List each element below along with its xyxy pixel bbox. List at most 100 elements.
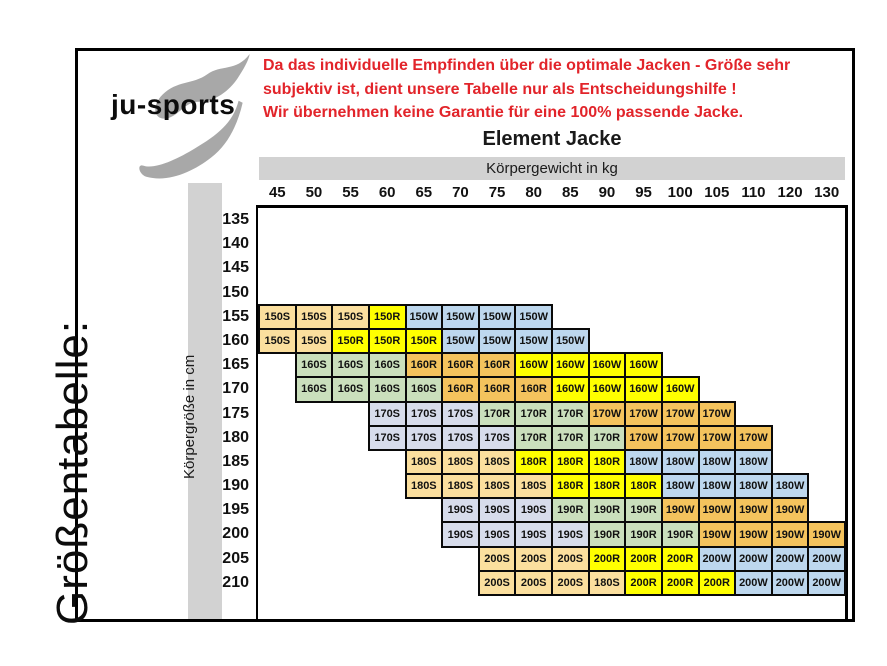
size-cell-150r: 150R xyxy=(404,327,444,355)
grid-outline xyxy=(256,205,848,619)
disclaimer-line-2: subjektiv ist, dient unsere Tabelle nur … xyxy=(263,80,737,98)
size-cell-200s: 200S xyxy=(514,545,553,572)
size-cell-200w: 200W xyxy=(807,569,846,596)
size-cell-150w: 150W xyxy=(477,303,517,330)
height-row-label: 155 xyxy=(222,307,249,325)
height-row-label: 140 xyxy=(222,235,249,253)
size-cell-200r: 200R xyxy=(660,545,700,572)
size-cell-170s: 170S xyxy=(404,424,444,451)
size-cell-160s: 160S xyxy=(404,376,444,403)
size-cell-180s: 180S xyxy=(514,473,553,500)
weight-column-header: 50 xyxy=(305,184,323,201)
height-row-label: 135 xyxy=(222,211,249,228)
height-row-label: 150 xyxy=(222,283,249,301)
weight-column-header: 120 xyxy=(777,184,803,201)
size-cell-150w: 150W xyxy=(477,327,517,355)
size-cell-190r: 190R xyxy=(551,497,590,524)
size-cell-190r: 190R xyxy=(660,521,700,548)
size-cell-160w: 160W xyxy=(624,352,663,379)
size-cell-160s: 160S xyxy=(294,352,334,379)
size-cell-170w: 170W xyxy=(660,400,700,427)
size-cell-190r: 190R xyxy=(587,521,627,548)
weight-column-header: 70 xyxy=(452,184,469,201)
size-cell-190r: 190R xyxy=(624,497,663,524)
size-cell-170s: 170S xyxy=(404,400,444,427)
size-cell-200s: 200S xyxy=(514,569,553,596)
height-row-label: 185 xyxy=(222,452,249,470)
size-cell-180r: 180R xyxy=(587,448,627,476)
size-cell-200w: 200W xyxy=(697,545,737,572)
size-cell-190s: 190S xyxy=(441,497,480,524)
size-cell-160r: 160R xyxy=(514,376,553,403)
size-cell-160s: 160S xyxy=(331,352,370,379)
weight-column-header: 75 xyxy=(488,184,506,201)
size-cell-170w: 170W xyxy=(587,400,627,427)
size-cell-200s: 200S xyxy=(477,569,517,596)
size-cell-180w: 180W xyxy=(734,448,773,476)
size-cell-160w: 160W xyxy=(587,376,627,403)
size-cell-160s: 160S xyxy=(367,376,407,403)
size-cell-180s: 180S xyxy=(441,448,480,476)
size-cell-170s: 170S xyxy=(441,400,480,427)
size-cell-160w: 160W xyxy=(660,376,700,403)
weight-column-header: 95 xyxy=(635,184,652,201)
weight-column-header: 130 xyxy=(814,184,840,201)
size-cell-160w: 160W xyxy=(624,376,663,403)
size-cell-170w: 170W xyxy=(660,424,700,451)
size-cell-180s: 180S xyxy=(404,473,444,500)
size-cell-190s: 190S xyxy=(441,521,480,548)
weight-column-header: 100 xyxy=(667,184,693,201)
size-cell-150s: 150S xyxy=(258,303,297,330)
size-cell-190w: 190W xyxy=(807,521,846,548)
size-cell-200r: 200R xyxy=(697,569,737,596)
size-cell-170s: 170S xyxy=(477,424,517,451)
size-cell-170s: 170S xyxy=(367,400,407,427)
size-cell-190w: 190W xyxy=(734,497,773,524)
weight-column-header: 85 xyxy=(561,184,579,201)
height-row-label: 210 xyxy=(222,573,249,591)
weight-column-header: 80 xyxy=(525,184,543,201)
page-title: Element Jacke xyxy=(482,128,622,150)
size-cell-150r: 150R xyxy=(367,303,407,330)
size-cell-200w: 200W xyxy=(770,569,810,596)
size-cell-200r: 200R xyxy=(624,569,663,596)
size-cell-150w: 150W xyxy=(441,303,480,330)
size-cell-170r: 170R xyxy=(477,400,517,427)
height-row-label: 190 xyxy=(222,477,249,495)
size-cell-160w: 160W xyxy=(587,352,627,379)
size-cell-180w: 180W xyxy=(734,473,773,500)
height-row-label: 200 xyxy=(222,525,249,543)
disclaimer-text: Da das individuelle Empfinden über die o… xyxy=(263,54,803,125)
size-cell-160r: 160R xyxy=(441,376,480,403)
size-cell-180w: 180W xyxy=(660,473,700,500)
height-row-label: 170 xyxy=(222,380,249,398)
size-cell-170w: 170W xyxy=(624,424,663,451)
weight-axis-bar: Körpergewicht in kg xyxy=(259,157,845,180)
disclaimer-line-1: Da das individuelle Empfinden über die o… xyxy=(263,57,791,74)
size-cell-180w: 180W xyxy=(697,448,737,476)
height-row-label: 160 xyxy=(222,331,249,349)
size-cell-190r: 190R xyxy=(587,497,627,524)
size-cell-190s: 190S xyxy=(551,521,590,548)
size-cell-180r: 180R xyxy=(587,473,627,500)
size-cell-200w: 200W xyxy=(770,545,810,572)
size-cell-200r: 200R xyxy=(587,545,627,572)
weight-column-header: 110 xyxy=(741,184,766,201)
size-cell-190w: 190W xyxy=(734,521,773,548)
size-cell-180s: 180S xyxy=(587,569,627,596)
size-cell-160r: 160R xyxy=(477,352,517,379)
size-cell-150w: 150W xyxy=(441,327,480,355)
size-cell-180s: 180S xyxy=(441,473,480,500)
size-cell-160r: 160R xyxy=(477,376,517,403)
size-cell-180s: 180S xyxy=(404,448,444,476)
size-cell-190w: 190W xyxy=(697,521,737,548)
height-row-label: 145 xyxy=(222,259,249,277)
size-cell-170w: 170W xyxy=(734,424,773,451)
height-row-label: 180 xyxy=(222,428,249,446)
size-cell-180s: 180S xyxy=(477,473,517,500)
size-cell-200s: 200S xyxy=(551,569,590,596)
size-cell-160w: 160W xyxy=(514,352,553,379)
size-cell-170w: 170W xyxy=(697,400,737,427)
size-cell-170r: 170R xyxy=(551,400,590,427)
size-cell-160s: 160S xyxy=(294,376,334,403)
